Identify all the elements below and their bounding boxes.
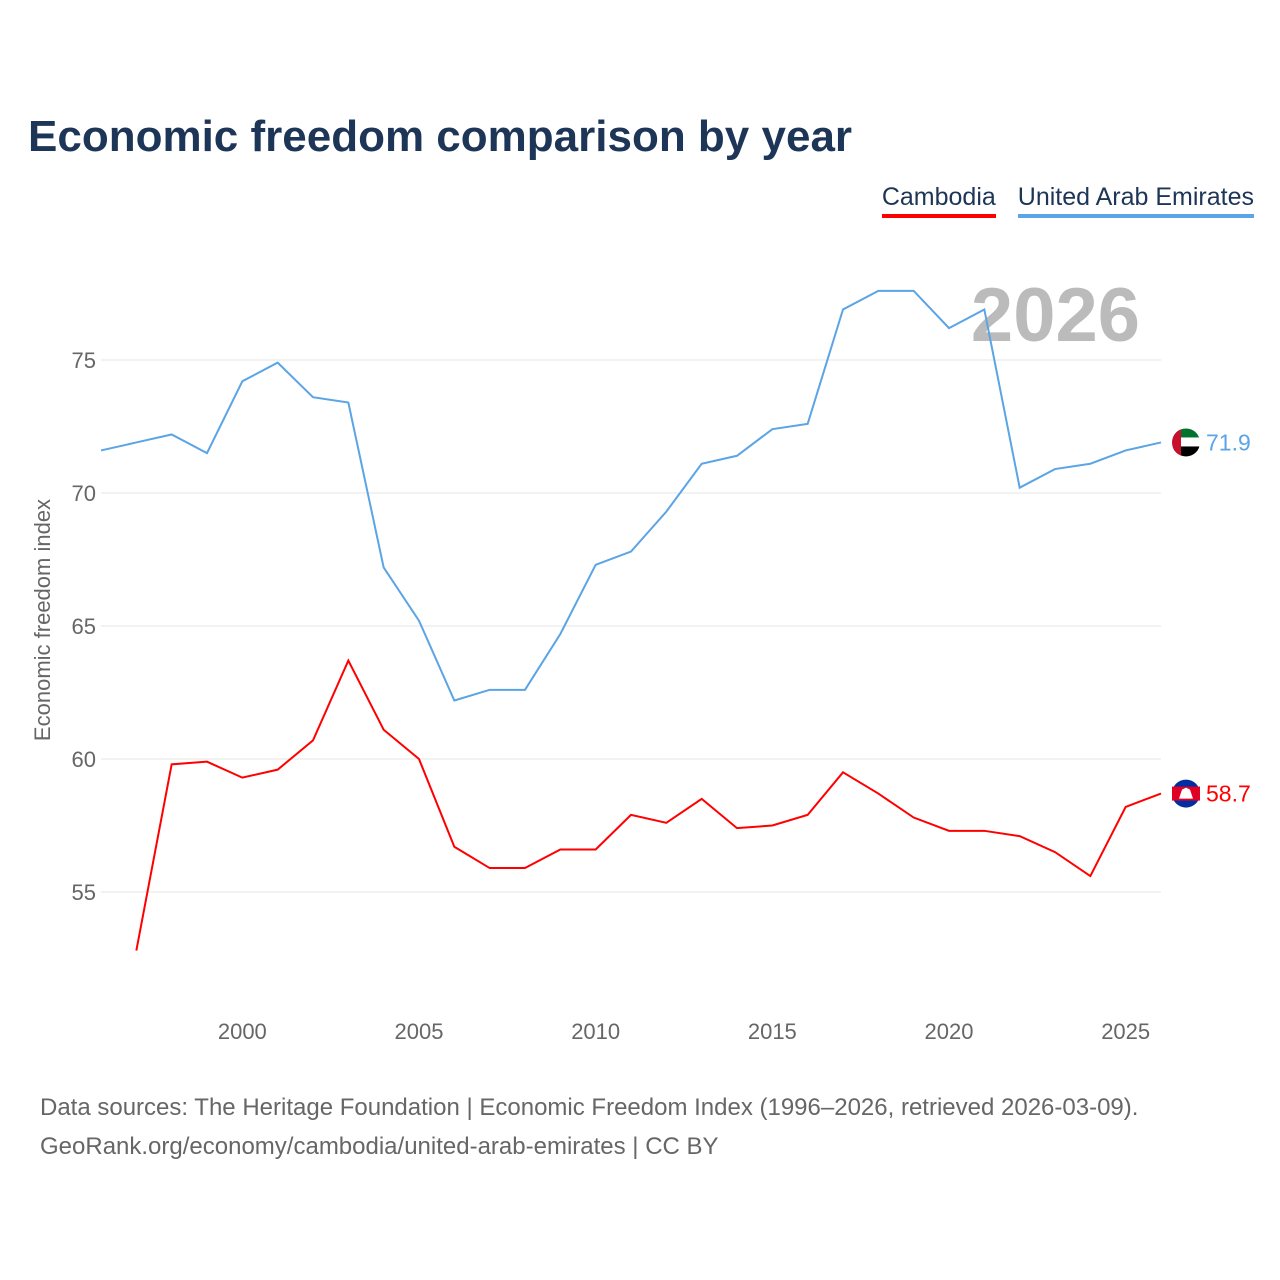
y-tick-label: 70: [72, 481, 96, 506]
cambodia-flag-temple: [1179, 787, 1193, 799]
y-tick-label: 75: [72, 348, 96, 373]
source-text: Data sources: The Heritage Foundation | …: [40, 1094, 1139, 1121]
source-link[interactable]: GeoRank.org/economy/cambodia/united-arab…: [40, 1133, 719, 1160]
x-tick-label: 2000: [218, 1019, 267, 1044]
y-tick-label: 60: [72, 747, 96, 772]
footer: Data sources: The Heritage Foundation | …: [40, 1088, 1138, 1166]
y-tick-label: 65: [72, 614, 96, 639]
y-axis-label: Economic freedom index: [30, 499, 55, 741]
end-value-label: 71.9: [1206, 429, 1251, 455]
x-tick-label: 2025: [1101, 1019, 1150, 1044]
x-tick-label: 2005: [395, 1019, 444, 1044]
x-tick-label: 2015: [748, 1019, 797, 1044]
x-tick-label: 2020: [925, 1019, 974, 1044]
x-tick-label: 2010: [571, 1019, 620, 1044]
year-watermark: 2026: [971, 273, 1140, 358]
legend-cambodia[interactable]: Cambodia: [881, 183, 996, 218]
legend-uae[interactable]: United Arab Emirates: [1017, 183, 1254, 218]
y-tick-label: 55: [72, 880, 96, 905]
chart-title: Economic freedom comparison by year: [28, 112, 853, 161]
end-value-label: 58.7: [1206, 781, 1251, 807]
series-line-uae: [100, 289, 1162, 702]
legend: Cambodia United Arab Emirates: [881, 183, 1254, 218]
uae-flag-icon: [1172, 428, 1200, 457]
series-line-cambodia: [135, 658, 1162, 951]
